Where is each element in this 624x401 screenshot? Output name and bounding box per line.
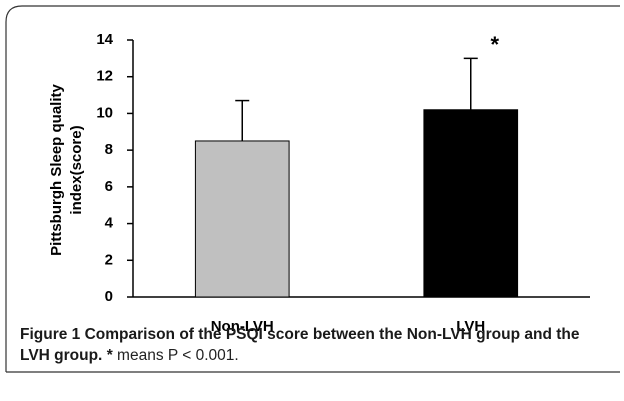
error-bar [463,57,478,110]
caption-star: * [106,347,113,364]
y-axis-label: Pittsburgh Sleep quality [48,83,65,255]
y-tick-label: 14 [96,31,113,48]
x-tick-label: Non-LVH [211,318,274,335]
caption-text: means P < 0.001. [112,347,239,364]
caption-title: Figure 1 Comparison of the PSQI score be… [20,326,580,364]
y-tick-label: 2 [105,251,113,268]
caption: Figure 1 Comparison of the PSQI score be… [20,324,610,366]
y-tick-label: 12 [96,68,113,85]
x-tick-label: LVH [456,318,485,335]
y-tick-label: 0 [105,288,113,305]
frame [5,5,620,372]
y-tick-label: 6 [105,178,113,195]
y-tick-label: 10 [96,104,113,121]
y-axis-label: index(score) [68,125,85,214]
y-tick-label: 4 [105,215,114,232]
bar [423,109,519,298]
y-tick-label: 8 [105,141,113,158]
error-bar [235,99,250,141]
bar [194,140,290,298]
annotation: * [490,32,499,57]
